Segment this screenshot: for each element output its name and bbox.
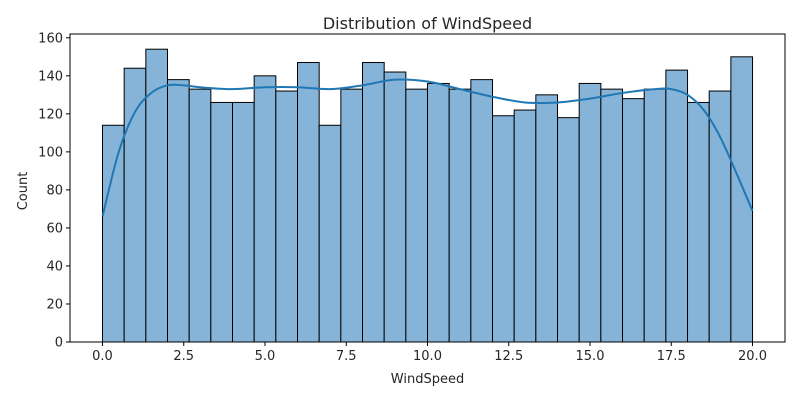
histogram-bar: [297, 62, 320, 343]
y-tick-label: 20: [46, 297, 63, 312]
chart-title: Distribution of WindSpeed: [323, 14, 532, 33]
histogram-bar: [665, 69, 689, 343]
x-tick-label: 2.5: [173, 349, 194, 364]
histogram-bar: [687, 101, 710, 343]
histogram-bar: [362, 62, 385, 343]
y-tick-label: 140: [38, 69, 63, 84]
histogram-bar: [622, 98, 645, 343]
histogram-bar: [275, 90, 299, 343]
y-tick-label: 60: [46, 221, 63, 236]
kde-group: [101, 78, 754, 217]
histogram-bar: [513, 109, 537, 343]
histogram-bar: [253, 75, 277, 343]
histogram-bar: [102, 124, 125, 343]
histogram-bar: [427, 82, 450, 343]
x-tick-label: 10.0: [413, 349, 442, 364]
histogram-bar: [167, 79, 190, 343]
y-tick-label: 160: [38, 31, 63, 46]
histogram-bar: [557, 117, 580, 343]
y-tick-label: 100: [38, 145, 63, 160]
x-tick-label: 7.5: [336, 349, 357, 364]
y-tick-label: 0: [55, 336, 63, 351]
histogram-bar: [578, 82, 602, 343]
histogram-bar: [145, 48, 169, 343]
histogram-bar: [232, 101, 255, 343]
histogram-bar: [708, 90, 732, 343]
histogram-bar: [470, 79, 494, 343]
kde-line: [101, 78, 754, 217]
x-tick-label: 12.5: [494, 349, 523, 364]
x-tick-label: 15.0: [576, 349, 605, 364]
x-axis-label: WindSpeed: [391, 372, 464, 387]
x-tick-label: 5.0: [255, 349, 276, 364]
y-tick-label: 80: [46, 183, 63, 198]
histogram-bar: [492, 115, 515, 343]
histogram-bar: [340, 88, 364, 343]
y-tick-label: 120: [38, 107, 63, 122]
histogram-bar: [383, 71, 407, 343]
y-ticks-group: 0 20 40 60 80 100 120 140 160: [38, 31, 70, 351]
histogram-bar: [318, 124, 342, 343]
histogram-bar: [535, 94, 559, 343]
y-tick-label: 40: [46, 259, 63, 274]
x-tick-label: 20.0: [738, 349, 767, 364]
histogram-bar: [405, 88, 429, 343]
bars-group: [102, 48, 754, 343]
histogram-bar: [730, 56, 754, 343]
x-tick-label: 17.5: [657, 349, 686, 364]
y-axis-label: Count: [16, 172, 31, 211]
histogram-bar: [448, 88, 472, 343]
x-tick-label: 0.0: [92, 349, 113, 364]
histogram-bar: [210, 101, 234, 343]
histogram-bar: [643, 88, 667, 343]
x-ticks-group: 0.0 2.5 5.0 7.5 10.0 12.5 15.0 17.5 20.0: [92, 342, 767, 364]
histogram-bar: [188, 88, 212, 343]
histogram-bar: [600, 88, 624, 343]
histogram-bar: [123, 67, 147, 343]
